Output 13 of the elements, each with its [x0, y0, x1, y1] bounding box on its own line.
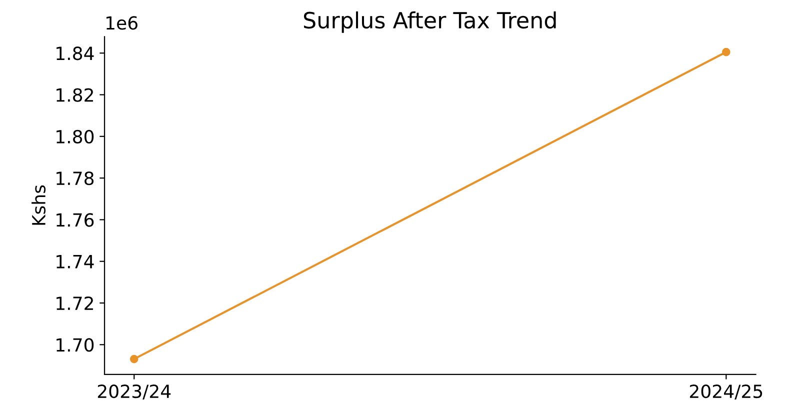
y-tick-label: 1.80 — [56, 130, 94, 144]
chart-title: Surplus After Tax Trend — [304, 11, 556, 33]
y-tick-label: 1.82 — [56, 88, 93, 102]
y-tick-label: 1.76 — [56, 213, 94, 227]
y-axis-title: Kshs — [32, 185, 46, 225]
y-tick-label: 1.70 — [56, 338, 94, 352]
y-tick-label: 1.78 — [56, 172, 94, 186]
x-tick-label: 2023/24 — [98, 384, 171, 400]
x-tick-label: 2024/25 — [690, 384, 762, 400]
y-tick-label: 1.84 — [56, 46, 94, 60]
text: 1e6 — [106, 16, 138, 30]
y-tick-label: 1.72 — [56, 296, 93, 310]
y-tick-label: 1.74 — [56, 255, 94, 268]
